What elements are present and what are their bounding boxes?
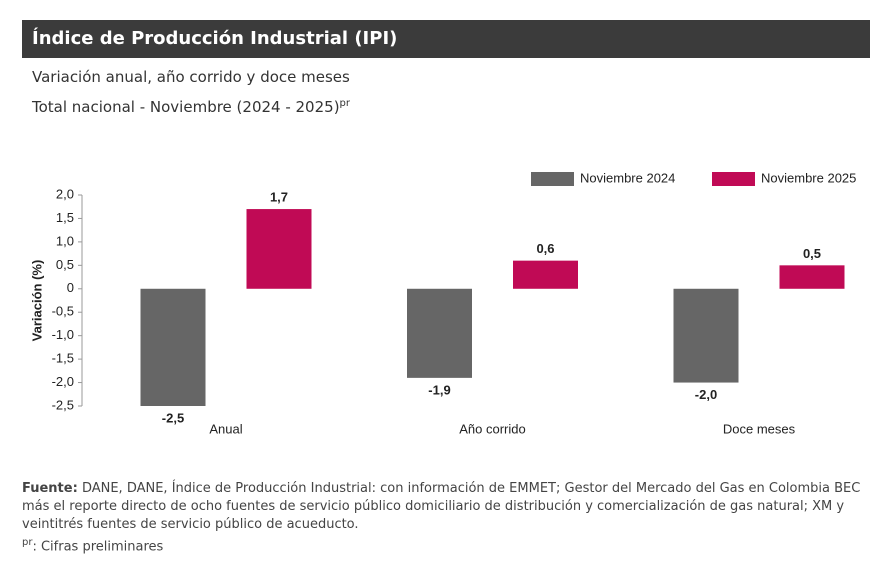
y-tick-label: 1,5	[56, 210, 74, 225]
y-tick-label: 1,0	[56, 233, 74, 248]
note: pr: Cifras preliminares	[22, 534, 882, 556]
superscript: pr	[22, 537, 33, 548]
legend-swatch	[712, 172, 755, 186]
bar	[407, 288, 472, 378]
data-label: 0,6	[536, 241, 554, 256]
bar	[673, 288, 739, 383]
data-label: 1,7	[270, 190, 288, 205]
subtitle: Variación anual, año corrido y doce mese…	[32, 68, 350, 86]
x-tick-label: Anual	[209, 421, 242, 436]
y-tick-label: -0,5	[52, 304, 74, 319]
bar	[246, 209, 312, 289]
source-text: DANE, DANE, Índice de Producción Industr…	[22, 481, 861, 532]
x-tick-label: Año corrido	[459, 421, 525, 436]
chart: 2,0 1,5 1,0 0,5 0 -0,5 -1,0 -1,5 -2,0 -2,5 Variaci…	[29, 170, 856, 436]
y-tick-label: -2,5	[52, 397, 74, 412]
bar	[513, 260, 578, 289]
note-text: : Cifras preliminares	[32, 539, 164, 555]
x-tick-label: Doce meses	[723, 421, 796, 436]
panel-title: Índice de Producción Industrial (IPI)	[22, 20, 870, 58]
data-label: -2,5	[162, 410, 184, 425]
bar	[779, 265, 845, 289]
data-label: -1,9	[428, 382, 450, 397]
y-tick-label: 0	[67, 280, 74, 295]
y-axis-label: Variación (%)	[29, 260, 44, 342]
source-label: Fuente:	[22, 481, 78, 496]
y-tick-label: -1,5	[52, 351, 74, 366]
legend-label: Noviembre 2024	[580, 170, 675, 185]
y-tick-label: -2,0	[52, 374, 74, 389]
data-label: -2,0	[695, 387, 717, 402]
y-tick-label: 2,0	[56, 186, 74, 201]
footnote: Fuente: DANE, DANE, Índice de Producción…	[22, 480, 882, 556]
superscript: pr	[339, 98, 351, 109]
legend-label: Noviembre 2025	[761, 170, 856, 185]
legend-swatch	[531, 172, 574, 186]
bar	[140, 288, 206, 406]
data-label: 0,5	[803, 246, 821, 261]
subtitle-text: Total nacional - Noviembre (2024 - 2025)	[32, 98, 340, 116]
y-tick-label: -1,0	[52, 327, 74, 342]
source: Fuente: DANE, DANE, Índice de Producción…	[22, 480, 882, 534]
subtitle: Total nacional - Noviembre (2024 - 2025)…	[32, 98, 350, 116]
y-tick-label: 0,5	[56, 257, 74, 272]
